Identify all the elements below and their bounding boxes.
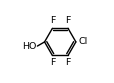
- Text: HO: HO: [22, 42, 36, 51]
- Text: F: F: [64, 58, 70, 67]
- Text: F: F: [50, 58, 55, 67]
- Text: F: F: [50, 17, 55, 25]
- Text: Cl: Cl: [78, 37, 87, 46]
- Text: F: F: [64, 17, 70, 25]
